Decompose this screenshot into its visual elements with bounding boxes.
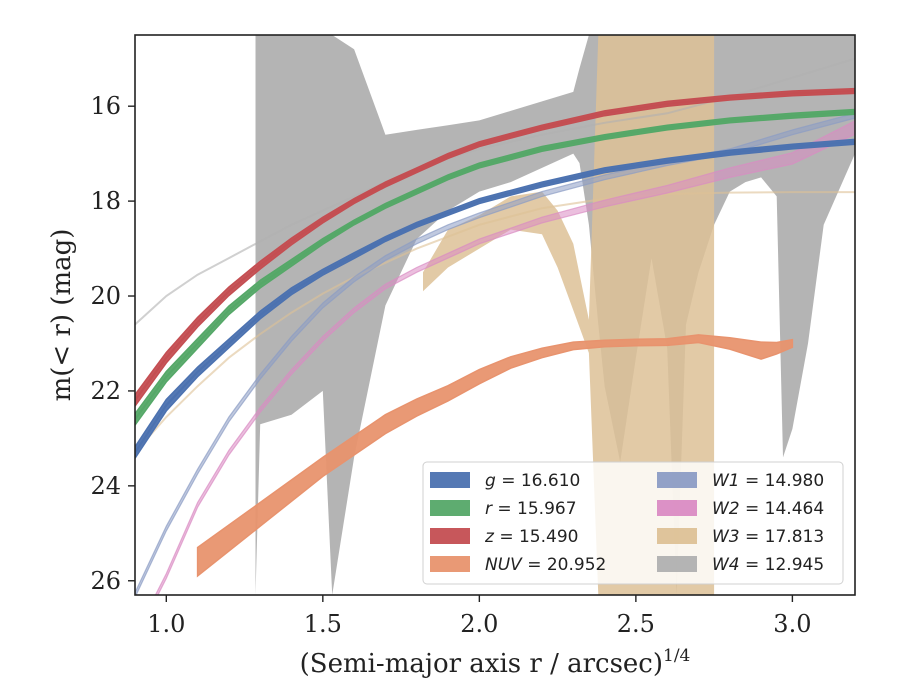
y-axis-title: m(< r) (mag) (47, 229, 77, 402)
legend-swatch-g (430, 472, 470, 488)
legend-label-w2: W2 = 14.464 (712, 499, 824, 519)
y-tick-label: 20 (90, 282, 121, 310)
legend-swatch-w3 (657, 528, 697, 544)
legend-swatch-z (430, 528, 470, 544)
legend-swatch-w2 (657, 500, 697, 516)
x-tick-label: 1.0 (147, 610, 185, 638)
band-w1 (135, 112, 855, 595)
fill-w3 (423, 35, 715, 595)
band-w2 (154, 120, 855, 595)
line-z (135, 89, 855, 402)
legend-label-r: r = 15.967 (485, 499, 577, 519)
legend-label-g: g = 16.610 (485, 471, 580, 491)
x-tick-label: 3.0 (773, 610, 811, 638)
band-nuv (196, 334, 794, 578)
y-tick-label: 24 (90, 472, 121, 500)
plot-frame (134, 34, 856, 596)
legend-label-w4: W4 = 12.945 (712, 555, 824, 575)
legend-swatch-w4 (657, 556, 697, 572)
x-axis-title: (Semi-major axis r / arcsec)1/4 (300, 646, 691, 679)
legend-label-nuv: NUV = 20.952 (485, 555, 606, 575)
band-r (135, 108, 855, 427)
x-tick-label: 1.5 (304, 610, 342, 638)
x-tick-label: 2.5 (617, 610, 655, 638)
legend-box (422, 461, 844, 585)
y-tick-label: 16 (90, 92, 121, 120)
band-g (135, 138, 855, 460)
line-g (135, 140, 855, 454)
legend-swatch-r (430, 500, 470, 516)
legend-label-w1: W1 = 14.980 (712, 471, 824, 491)
x-tick-label: 2.0 (460, 610, 498, 638)
legend-label-w3: W3 = 17.813 (712, 527, 824, 547)
y-tick-label: 18 (90, 187, 121, 215)
plot-area (135, 35, 855, 595)
line-r (135, 110, 855, 421)
y-tick-label: 26 (90, 567, 121, 595)
x-axis: 1.0 1.5 2.0 2.5 3.0 (147, 595, 811, 638)
legend: g = 16.610 r = 15.967 z = 15.490 NUV = 20.9… (422, 461, 844, 585)
band-z (135, 87, 855, 408)
y-axis: 16 18 20 22 24 26 (90, 92, 135, 595)
line-w3 (135, 191, 855, 454)
legend-label-z: z = 15.490 (484, 527, 578, 547)
legend-swatch-w1 (657, 472, 697, 488)
legend-swatch-nuv (430, 556, 470, 572)
y-tick-label: 22 (90, 377, 121, 405)
